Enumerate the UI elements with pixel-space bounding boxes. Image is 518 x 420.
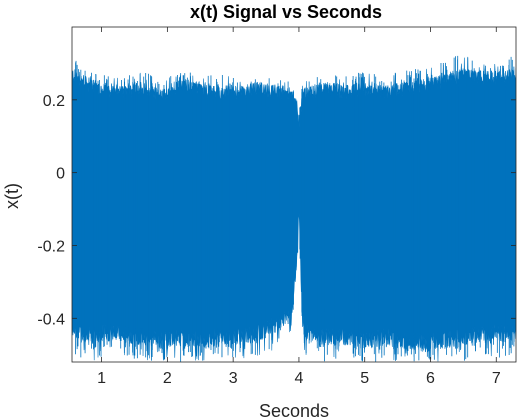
chart-title: x(t) Signal vs Seconds [190,2,382,22]
x-tick-label: 6 [426,370,435,387]
plot-area [72,55,516,362]
axes: 1 2 3 4 5 6 7 0.2 0 -0.2 -0.4 [37,26,517,387]
y-axis-label: x(t) [2,183,22,209]
x-tick-label: 7 [492,370,501,387]
y-tick-label: -0.4 [37,311,65,328]
axes-box [71,26,517,363]
x-tick-label: 3 [229,370,238,387]
x-tick-label: 5 [360,370,369,387]
signal-envelope [72,56,516,362]
signal-series [72,55,516,362]
x-tick-label: 1 [97,370,106,387]
y-tick-label: 0 [56,166,65,183]
signal-spikes [75,55,515,362]
x-axis-label: Seconds [259,401,329,420]
x-tick-label: 4 [294,370,303,387]
y-tick-label: 0.2 [43,93,65,110]
y-tick-label: -0.2 [37,238,65,255]
x-tick-label: 2 [163,370,172,387]
